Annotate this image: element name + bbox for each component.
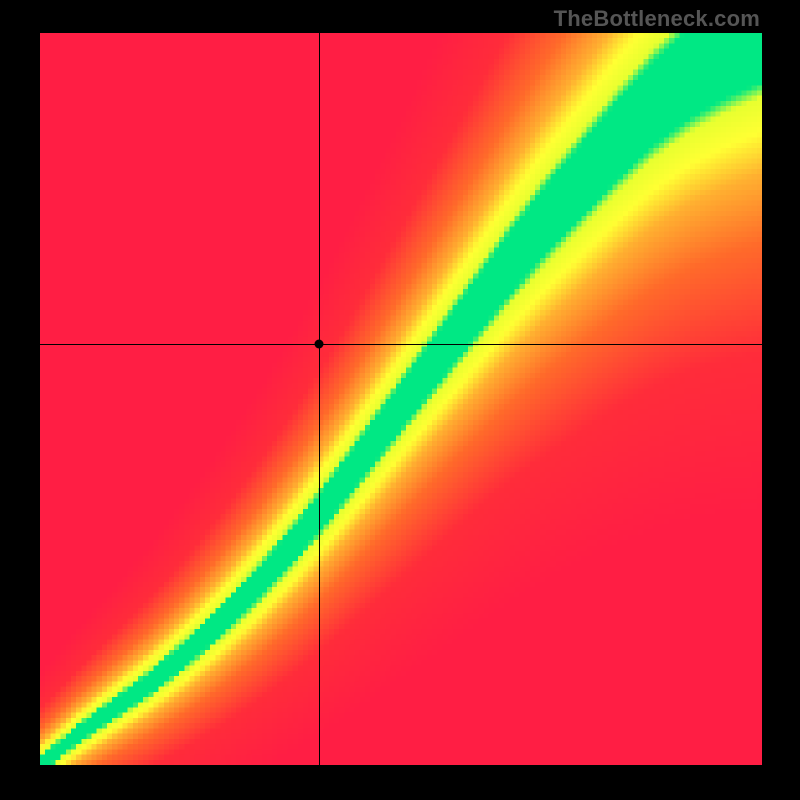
crosshair-marker-dot — [315, 340, 324, 349]
heatmap-canvas — [40, 33, 762, 765]
watermark-text: TheBottleneck.com — [554, 6, 760, 32]
crosshair-horizontal — [40, 344, 762, 345]
chart-frame: TheBottleneck.com — [0, 0, 800, 800]
crosshair-vertical — [319, 33, 320, 765]
heatmap-plot — [40, 33, 762, 765]
